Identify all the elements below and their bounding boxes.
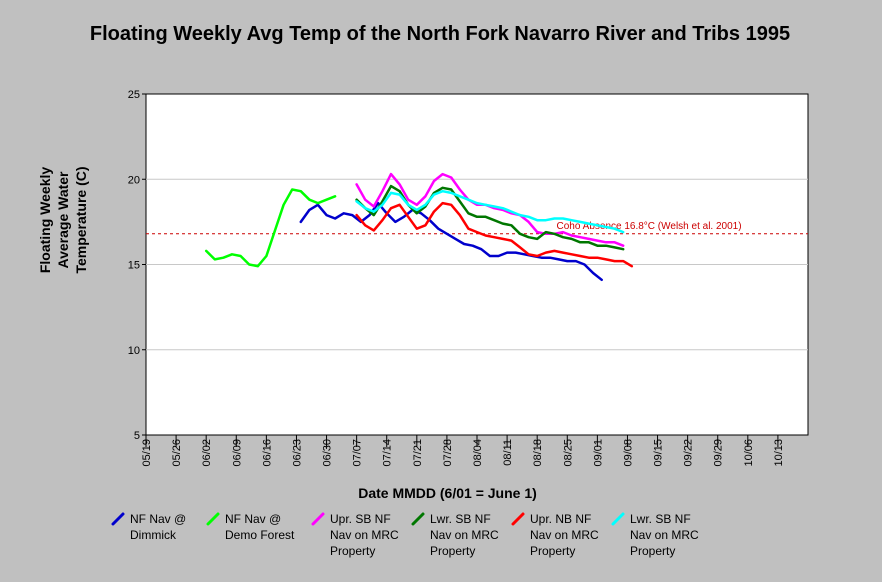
y-tick-label-15: 15 <box>128 260 140 272</box>
legend-item-1: NF Nav @ Dimmick <box>110 510 220 562</box>
legend-label-6: Lwr. SB NF Nav on MRC Property <box>630 512 699 558</box>
legend-swatch-3 <box>311 512 325 526</box>
x-tick-label-07-07: 07/07 <box>352 439 364 467</box>
y-tick-label-10: 10 <box>128 345 140 357</box>
x-tick-label-07-21: 07/21 <box>412 439 424 467</box>
series-line-2 <box>204 188 337 268</box>
x-tick-label-10-06: 10/06 <box>743 439 755 467</box>
x-tick-label-06-02: 06/02 <box>201 439 213 467</box>
x-tick-label-09-22: 09/22 <box>683 439 695 467</box>
x-tick-label-09-08: 09/08 <box>622 439 634 467</box>
legend-label-5: Upr. NB NF Nav on MRC Property <box>530 512 599 558</box>
x-tick-label-09-01: 09/01 <box>592 439 604 467</box>
y-axis-label-container: Floating Weekly Average Water Temperature … <box>37 166 89 274</box>
x-tick-label-09-29: 09/29 <box>713 439 725 467</box>
legend-swatch-1 <box>111 512 125 526</box>
x-tick-label-08-11: 08/11 <box>502 439 514 466</box>
legend-item-4: Lwr. SB NF Nav on MRC Property <box>410 510 520 562</box>
x-tick-label-06-16: 06/16 <box>261 439 273 467</box>
x-tick-label-05-19: 05/19 <box>141 439 153 467</box>
x-tick-label-05-26: 05/26 <box>171 439 183 467</box>
x-tick-label-06-23: 06/23 <box>291 439 303 467</box>
legend-label-2: NF Nav @ Demo Forest <box>225 512 295 542</box>
legend-label-4: Lwr. SB NF Nav on MRC Property <box>430 512 499 558</box>
legend-swatch-2 <box>206 512 220 526</box>
series-line-6 <box>355 189 625 234</box>
x-tick-label-07-14: 07/14 <box>382 439 394 467</box>
x-tick-label-10-13: 10/13 <box>773 439 785 467</box>
x-tick-label-08-04: 08/04 <box>472 439 484 467</box>
legend-item-5: Upr. NB NF Nav on MRC Property <box>510 510 620 562</box>
x-tick-label-06-09: 06/09 <box>231 439 243 467</box>
y-tick-label-20: 20 <box>128 174 140 186</box>
series-line-1 <box>299 201 603 282</box>
x-tick-label-08-18: 08/18 <box>532 439 544 467</box>
legend-swatch-4 <box>411 512 425 526</box>
legend-swatch-6 <box>611 512 625 526</box>
x-tick-label-06-30: 06/30 <box>322 439 334 467</box>
x-tick-label-09-15: 09/15 <box>653 439 665 467</box>
x-tick-label-07-28: 07/28 <box>442 439 454 467</box>
series-line-5 <box>355 201 634 268</box>
y-axis-label-line-1: Floating Weekly <box>37 167 53 274</box>
y-axis-label-line-2: Average Water <box>55 171 71 269</box>
x-axis-label: Date MMDD (6/01 = June 1) <box>358 485 537 501</box>
y-tick-label-5: 5 <box>134 430 140 442</box>
series-line-4 <box>355 184 625 251</box>
legend-item-6: Lwr. SB NF Nav on MRC Property <box>610 510 720 562</box>
coho-absence-label: Coho Absence 16.8°C (Welsh et al. 2001) <box>557 221 742 232</box>
legend-item-3: Upr. SB NF Nav on MRC Property <box>310 510 420 562</box>
legend-label-1: NF Nav @ Dimmick <box>130 512 187 542</box>
legend-swatch-5 <box>511 512 525 526</box>
legend-label-3: Upr. SB NF Nav on MRC Property <box>330 512 399 558</box>
y-tick-label-25: 25 <box>128 89 140 101</box>
x-tick-label-08-25: 08/25 <box>562 439 574 467</box>
y-axis-label-line-3: Temperature (C) <box>73 166 89 273</box>
chart-title: Floating Weekly Avg Temp of the North Fo… <box>89 23 791 45</box>
legend-item-2: NF Nav @ Demo Forest <box>205 510 315 562</box>
